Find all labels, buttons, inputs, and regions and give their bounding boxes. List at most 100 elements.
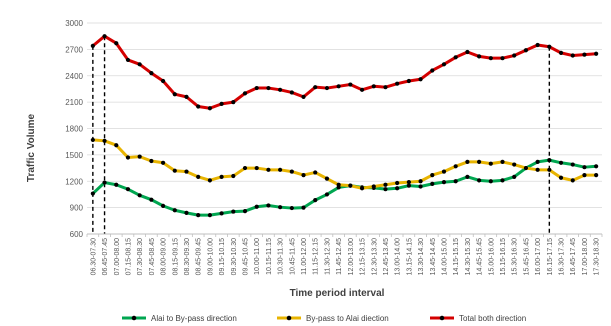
- data-point: [289, 169, 294, 174]
- x-tick-label: 06.45-07.45: [102, 238, 109, 275]
- data-point: [406, 183, 411, 188]
- data-point: [184, 210, 189, 215]
- x-tick-label: 07.00-08.00: [114, 238, 121, 275]
- data-point: [254, 204, 259, 209]
- data-point: [512, 162, 517, 167]
- x-tick-label: 16.30-17.30: [559, 238, 566, 275]
- data-point: [477, 54, 482, 59]
- data-point: [512, 53, 517, 58]
- x-tick-label: 11.45-12.45: [336, 238, 343, 275]
- data-point: [465, 159, 470, 165]
- data-point: [359, 87, 365, 92]
- data-point: [184, 169, 189, 174]
- x-tick-label: 06.30-07.30: [90, 238, 97, 275]
- x-tick-label: 12.45-13.45: [383, 238, 390, 275]
- y-tick-label: 1500: [65, 151, 83, 160]
- x-tick-labels: 06.30-07.30 06.45-07.45 07.00-08.00 07.15-0…: [90, 238, 600, 275]
- series-3: [90, 34, 599, 111]
- data-point: [477, 159, 482, 165]
- x-tick-label: 16.45-17.45: [570, 238, 577, 275]
- data-point: [488, 56, 493, 61]
- data-point: [547, 167, 552, 172]
- data-point: [395, 81, 400, 86]
- x-tick-label: 09.15-10.15: [219, 238, 226, 275]
- data-point: [219, 211, 224, 216]
- x-tick-label: 13.15-14.15: [406, 238, 413, 275]
- data-point: [383, 182, 388, 187]
- data-point: [313, 198, 318, 203]
- y-tick-label: 2100: [65, 98, 83, 107]
- y-tick-label: 600: [70, 230, 84, 239]
- data-point: [172, 208, 177, 213]
- data-point: [125, 187, 131, 192]
- x-tick-label: 12.30-13.30: [371, 238, 378, 275]
- data-point: [336, 182, 341, 187]
- data-point: [102, 34, 107, 39]
- data-point: [231, 100, 236, 105]
- data-point: [172, 92, 177, 97]
- x-tick-label: 16.00-17.00: [535, 238, 542, 275]
- data-point: [395, 186, 400, 191]
- data-point: [582, 52, 587, 57]
- data-point: [313, 85, 318, 90]
- data-point: [348, 183, 353, 188]
- x-tick-label: 10.15-11.15: [266, 238, 273, 275]
- data-point: [558, 160, 564, 165]
- x-tick-label: 12.00-13.00: [348, 238, 355, 275]
- data-point: [160, 160, 166, 165]
- data-point: [395, 180, 400, 186]
- data-point: [242, 165, 248, 171]
- data-point: [430, 181, 435, 186]
- data-point: [254, 85, 259, 91]
- data-point: [523, 48, 529, 53]
- x-tick-label: 13.00-14.00: [395, 238, 402, 275]
- data-point: [570, 53, 575, 58]
- data-point: [114, 143, 119, 148]
- data-point: [266, 203, 271, 208]
- legend-label: By-pass to Alai diection: [306, 314, 389, 323]
- data-point: [465, 49, 470, 55]
- x-tick-label: 17.30-18.30: [594, 238, 601, 275]
- data-point: [324, 85, 330, 91]
- data-point: [418, 179, 423, 184]
- data-point: [594, 172, 599, 178]
- x-tick-label: 09.30-10.30: [231, 238, 238, 275]
- data-point: [242, 91, 248, 96]
- data-point: [114, 41, 119, 46]
- x-tick-label: 07.15-08.15: [125, 238, 132, 275]
- data-point: [594, 51, 599, 56]
- x-tick-label: 14.15-15.15: [453, 238, 460, 275]
- x-tick-label: 10.00-11.00: [254, 238, 261, 275]
- x-tick-label: 09.45-10.45: [243, 238, 250, 275]
- data-point: [430, 172, 435, 178]
- data-point: [231, 173, 236, 179]
- data-point: [488, 161, 493, 166]
- data-point: [477, 178, 482, 183]
- data-point: [535, 167, 540, 172]
- data-point: [125, 155, 131, 160]
- x-tick-label: 12.15-13.15: [360, 238, 367, 275]
- data-point: [114, 182, 119, 187]
- data-point: [594, 164, 599, 169]
- data-point: [558, 50, 564, 55]
- series: [90, 34, 599, 218]
- x-tick-label: 15.45-16.45: [523, 238, 530, 275]
- y-tick-label: 900: [70, 204, 84, 213]
- data-point: [207, 212, 212, 218]
- data-point: [90, 191, 95, 196]
- data-point: [196, 174, 201, 179]
- data-point: [231, 209, 236, 214]
- axes: [86, 233, 603, 237]
- x-tick-label: 10.45-11.45: [289, 238, 296, 275]
- x-tick-label: 11.00-12.00: [301, 238, 308, 275]
- data-point: [430, 68, 435, 73]
- y-tick-labels: 600 900 1200 1500 1800 2100 2400 2700 3000: [65, 19, 83, 239]
- x-tick-label: 11.30-12.30: [324, 238, 331, 275]
- data-point: [453, 164, 458, 169]
- data-point: [289, 90, 294, 95]
- data-point: [289, 205, 294, 211]
- legend-marker: [131, 315, 137, 321]
- legend-marker: [286, 315, 292, 321]
- data-point: [278, 167, 283, 172]
- data-point: [137, 154, 142, 159]
